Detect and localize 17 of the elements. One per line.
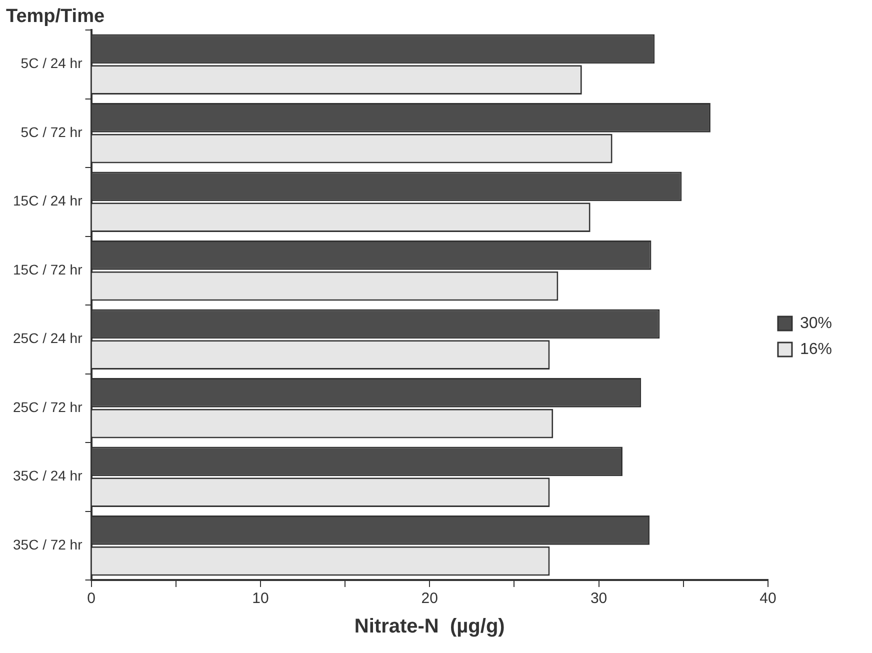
y-tick-label: 5C / 72 hr	[20, 124, 83, 140]
legend-label: 16%	[800, 340, 832, 358]
x-axis-title: Nitrate-N (µg/g)	[354, 616, 505, 638]
x-tick-label: 10	[252, 590, 269, 608]
y-tick-label: 15C / 24 hr	[12, 192, 83, 209]
y-tick-label: 25C / 24 hr	[12, 330, 83, 346]
legend-label: 30%	[800, 314, 832, 332]
x-tick-label: 20	[421, 590, 438, 608]
y-tick-label: 35C / 24 hr	[12, 468, 83, 484]
x-tick-label: 30	[590, 590, 608, 608]
y-tick-label: 35C / 72 hr	[12, 536, 83, 552]
y-tick-label: 5C / 24 hr	[20, 55, 83, 72]
x-tick-label: 40	[760, 590, 776, 608]
y-tick-label: 15C / 72 hr	[12, 261, 83, 278]
y-tick-label: 25C / 72 hr	[12, 398, 83, 415]
y-axis-title: Temp/Time	[6, 6, 105, 28]
x-tick-label: 0	[87, 590, 96, 608]
